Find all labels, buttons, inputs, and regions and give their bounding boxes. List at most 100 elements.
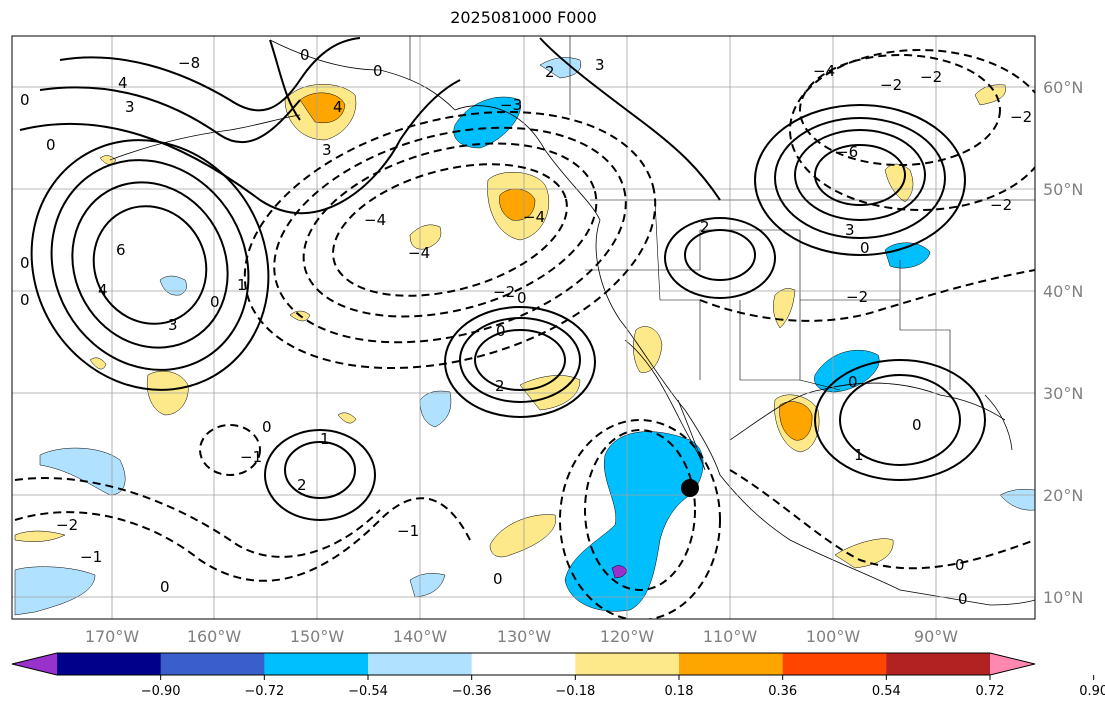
contour-label: 0	[20, 291, 30, 309]
blue-area-great-lakes	[884, 242, 931, 269]
contour-label: 3	[322, 141, 332, 159]
map-title: 2025081000 F000	[450, 8, 597, 27]
low-east	[799, 54, 1001, 166]
colorbar-segment	[264, 653, 369, 675]
lat-label-20: 20°N	[1043, 486, 1083, 505]
colorbar-tick-label: −0.18	[555, 684, 595, 699]
contour-labels: 6 4 3 0 4 3 −8 4 3 0 −4 −4 −4 −2 0 0 2 0…	[20, 46, 1032, 608]
orange-area-3-core	[779, 401, 813, 441]
florida-coast	[984, 394, 1013, 451]
colorbar-extend-high	[990, 653, 1035, 675]
contour-label: −2	[846, 288, 868, 306]
lon-label-90: 90°W	[914, 627, 958, 646]
light-blue-3	[999, 488, 1035, 511]
contour-label: 2	[545, 63, 555, 81]
high-pacific	[284, 441, 356, 499]
map-border	[11, 35, 1036, 620]
lat-label-10: 10°N	[1043, 588, 1083, 607]
contour-label: −8	[178, 54, 200, 72]
contour-label: 4	[333, 98, 343, 116]
high-central	[474, 329, 566, 391]
contour-label: 3	[168, 316, 178, 334]
gulf-coast	[729, 382, 1006, 441]
contour-label: 0	[160, 578, 170, 596]
contour-label: 0	[20, 254, 30, 272]
contour-label: 1	[854, 446, 864, 464]
contour-label: 3	[595, 56, 605, 74]
contour-label: −4	[364, 211, 386, 229]
high-texas	[839, 374, 961, 466]
latitude-labels: 60°N 50°N 40°N 30°N 20°N 10°N	[1043, 78, 1083, 607]
low-baja	[584, 429, 696, 591]
yellow-area-3	[409, 224, 442, 250]
lat-label-50: 50°N	[1043, 180, 1083, 199]
aleutian	[109, 114, 301, 161]
lat-label-40: 40°N	[1043, 282, 1083, 301]
lon-label-130: 130°W	[497, 627, 552, 646]
colorbar-segment	[160, 653, 265, 675]
colorbar-segment	[471, 653, 576, 675]
contour-label: 3	[125, 98, 135, 116]
yellow-area-1	[489, 514, 557, 558]
orange-area-2-core	[299, 92, 346, 123]
colorbar-tick-label: 0.90	[1079, 684, 1105, 699]
contour-label: 0	[848, 373, 858, 391]
yellow-area-12	[89, 357, 107, 370]
contour-label: −1	[240, 448, 262, 466]
blue-area-baja	[564, 431, 704, 612]
contour-label: −2	[990, 196, 1012, 214]
contour-label: 0	[300, 46, 310, 64]
contour-label: −4	[813, 62, 835, 80]
contour-label: 0	[955, 556, 965, 574]
contour-label: 3	[845, 221, 855, 239]
contour-label: 0	[958, 590, 968, 608]
contour-label: −2	[1010, 108, 1032, 126]
colorbar-segment	[886, 653, 991, 675]
light-blue-1	[159, 275, 187, 296]
contour-label: 0	[46, 136, 56, 154]
location-marker	[681, 479, 699, 497]
positive-contours	[19, 37, 986, 521]
colorbar-segment	[368, 653, 473, 675]
contour-label: 0	[373, 62, 383, 80]
colorbar-tick-label: −0.54	[348, 684, 388, 699]
contour-label: 0	[210, 293, 220, 311]
colorbar-tick-label: 0.54	[872, 684, 901, 699]
high-east	[814, 144, 906, 206]
colorbar-tick-label: −0.36	[452, 684, 492, 699]
contour-label: 0	[493, 570, 503, 588]
lon-label-150: 150°W	[290, 627, 345, 646]
alaska-coast	[269, 39, 456, 111]
light-blue-2	[419, 390, 452, 428]
lon-label-140: 140°W	[393, 627, 448, 646]
contour-label: 4	[98, 281, 108, 299]
contour-label: 2	[297, 476, 307, 494]
high-rockies	[684, 229, 756, 281]
yellow-area-6	[974, 84, 1006, 106]
yellow-area-11	[337, 412, 357, 424]
contour-label: −1	[397, 522, 419, 540]
contour-label: 1	[237, 276, 247, 294]
lon-label-110: 110°W	[703, 627, 758, 646]
blue-area-gulf	[814, 349, 880, 393]
light-blue-hawaii	[39, 447, 126, 496]
contour-label: 1	[320, 430, 330, 448]
yellow-area-7	[14, 530, 66, 542]
lon-label-120: 120°W	[600, 627, 655, 646]
contour-label: −2	[493, 283, 515, 301]
coastlines	[109, 39, 1035, 606]
contour-label: −2	[880, 76, 902, 94]
colorbar-segment	[679, 653, 784, 675]
yellow-area-4	[834, 538, 894, 569]
colorbar-segment	[575, 653, 680, 675]
lon-label-100: 100°W	[806, 627, 861, 646]
yellow-area-8	[773, 288, 796, 329]
contour-label: 0	[20, 91, 30, 109]
colorbar-segment	[57, 653, 162, 675]
light-blue-4	[539, 57, 582, 79]
contour-label: 2	[700, 218, 710, 236]
contour-label: −4	[408, 244, 430, 262]
colorbar: −0.90 −0.72 −0.54 −0.36 −0.18 0.18 0.36 0.54 0.7…	[11, 652, 1105, 699]
colorbar-extend-low	[12, 653, 57, 675]
contour-label: −6	[836, 143, 858, 161]
